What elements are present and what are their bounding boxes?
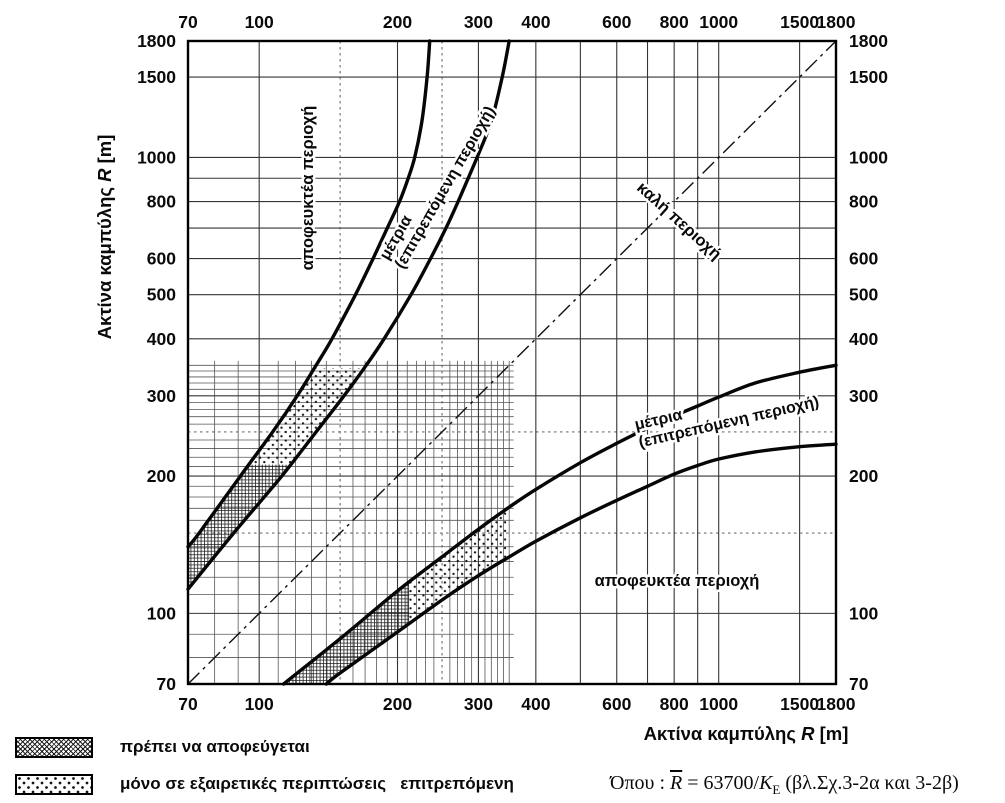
x-axis-top-tick-label: 800 [660,12,689,32]
lower-band-outer-boundary [324,442,838,686]
x-axis-bottom-tick-label: 600 [602,694,631,714]
x-axis-top-tick-label: 1000 [699,12,738,32]
y-axis-right-tick-label: 300 [849,386,878,406]
y-axis-left-tick-label: 1800 [137,31,176,51]
x-axis-top-tick-label: 70 [178,12,198,32]
x-axis-bottom-tick-label: 300 [464,694,493,714]
x-axis-bottom-tick-label: 800 [660,694,689,714]
upper-band-inner-boundary [186,39,511,591]
y-axis-right-tick-label: 100 [849,603,878,623]
y-axis-left-tick-label: 100 [147,603,176,623]
y-axis-left-tick-label: 800 [147,192,176,212]
formula-k: K [759,772,773,794]
y-axis-right-tick-label: 70 [849,674,869,694]
x-axis-bottom-tick-label: 70 [178,694,198,714]
boundary-curves [186,39,838,686]
y-axis-right-tick-label: 500 [849,285,878,305]
legend: πρέπει να αποφεύγεται μόνο σε εξαιρετικέ… [15,736,514,795]
x-axis-top-tick-label: 100 [245,12,274,32]
grid-major [188,41,836,684]
crosshatch-swatch [15,736,93,758]
y-axis-left-tick-label: 600 [147,249,176,269]
axis-titles: Ακτίνα καμπύλης R [m] Ακτίνα καμπύλης R [… [94,135,848,744]
region-labels: αποφευκτέα περιοχή μέτρια(επιτρεπόμενη πε… [297,101,824,593]
x-axis-bottom-tick-label: 200 [383,694,412,714]
formula-reference: (βλ.Σχ.3-2α και 3-2β) [780,772,959,794]
formula-rbar: R [670,772,683,794]
x-axis-top-tick-label: 400 [521,12,550,32]
tick-labels: 7070100100200200300300400400600600800800… [137,12,888,714]
y-axis-right-tick-label: 200 [849,466,878,486]
y-axis-left-tick-label: 400 [147,329,176,349]
y-axis-left-tick-label: 500 [147,285,176,305]
y-axis-right-tick-label: 600 [849,249,878,269]
good-region-diagonal [187,40,837,685]
x-axis-bottom-tick-label: 1800 [817,694,856,714]
x-axis-top-tick-label: 1800 [817,12,856,32]
formula-k-subscript: E [772,782,781,797]
x-axis-bottom-tick-label: 100 [245,694,274,714]
y-axis-left-tick-label: 1500 [137,67,176,87]
y-axis-right-tick-label: 800 [849,192,878,212]
x-axis-bottom-tick-label: 1000 [699,694,738,714]
upper-band-dotted-region [248,368,365,465]
y-axis-right-tick-label: 1800 [849,31,888,51]
x-axis-bottom-tick-label: 1500 [780,694,819,714]
region-label-avoid-upper: αποφευκτέα περιοχή [299,106,317,271]
legend-label-must-avoid: πρέπει να αποφεύγεται [120,737,310,756]
x-axis-top-tick-label: 600 [602,12,631,32]
region-label-moderate-lower: μέτρια(επιτρεπόμενη περιοχή) [633,376,821,452]
plot-frame [186,39,838,686]
lower-band-dotted-region [409,509,507,624]
dots-swatch [15,773,93,795]
y-axis-left-tick-label: 1000 [137,147,176,167]
diagonal-line-group [187,40,837,685]
y-axis-left-tick-label: 70 [157,674,177,694]
plot-border [186,39,838,686]
x-axis-title: Ακτίνα καμπύλης R [m] [644,723,849,744]
y-axis-right-tick-label: 1000 [849,147,888,167]
region-label-good: καλή περιοχή [633,179,725,264]
upper-band-outer-boundary [186,39,432,549]
grid-fine [188,360,514,684]
legend-item-must-avoid: πρέπει να αποφεύγεται [15,736,514,758]
formula-note: Όπου : R = 63700/KE (βλ.Σχ.3-2α και 3-2β… [610,772,959,798]
region-label-avoid-lower: αποφευκτέα περιοχή [595,572,760,590]
lower-band-inner-boundary [281,363,838,686]
y-axis-left-tick-label: 300 [147,386,176,406]
x-axis-bottom-tick-label: 400 [521,694,550,714]
y-axis-right-tick-label: 1500 [849,67,888,87]
y-axis-title: Ακτίνα καμπύλης R [m] [94,135,115,340]
y-axis-left-tick-label: 200 [147,466,176,486]
x-axis-top-tick-label: 300 [464,12,493,32]
formula-equals: = 63700/ [682,772,760,794]
legend-item-exceptional-cases: μόνο σε εξαιρετικές περιπτώσεις επιτρεπό… [15,773,514,795]
formula-where: Όπου : [610,772,670,794]
y-axis-right-tick-label: 400 [849,329,878,349]
x-axis-top-tick-label: 1500 [780,12,819,32]
legend-label-exceptional-cases: μόνο σε εξαιρετικές περιπτώσεις επιτρεπό… [120,774,514,793]
x-axis-top-tick-label: 200 [383,12,412,32]
